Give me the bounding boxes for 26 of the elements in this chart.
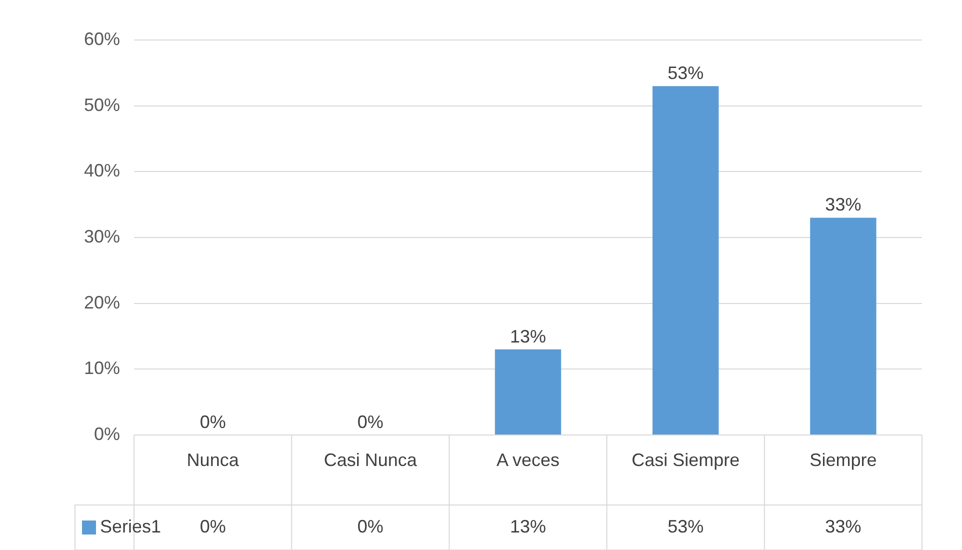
y-tick-label: 60% <box>84 28 120 49</box>
x-tick-label: A veces <box>496 450 560 470</box>
y-tick-label: 10% <box>84 358 120 378</box>
text: 53% <box>668 516 704 536</box>
y-tick-label: 30% <box>84 226 120 246</box>
legend-label: Series1 <box>100 516 162 536</box>
text: 33% <box>825 194 862 215</box>
x-tick-label: Casi Siempre <box>632 450 740 470</box>
y-tick-label: 20% <box>84 292 120 312</box>
x-tick-label: Casi Nunca <box>324 450 418 470</box>
text: 0% <box>357 412 384 432</box>
text: 53% <box>668 63 704 84</box>
y-tick-label: 50% <box>84 94 120 115</box>
x-tick-label: Siempre <box>810 450 877 470</box>
text: 13% <box>510 326 546 346</box>
bar <box>652 86 719 434</box>
y-tick-label: 40% <box>84 160 120 181</box>
x-tick-label: Nunca <box>186 450 240 470</box>
bar <box>810 218 876 434</box>
text: 0% <box>200 412 226 432</box>
text: 0% <box>357 516 384 536</box>
text: 13% <box>510 516 546 536</box>
text: 33% <box>825 516 862 536</box>
bar <box>494 349 562 434</box>
text: 0% <box>200 516 226 536</box>
y-tick-label: 0% <box>94 424 120 444</box>
